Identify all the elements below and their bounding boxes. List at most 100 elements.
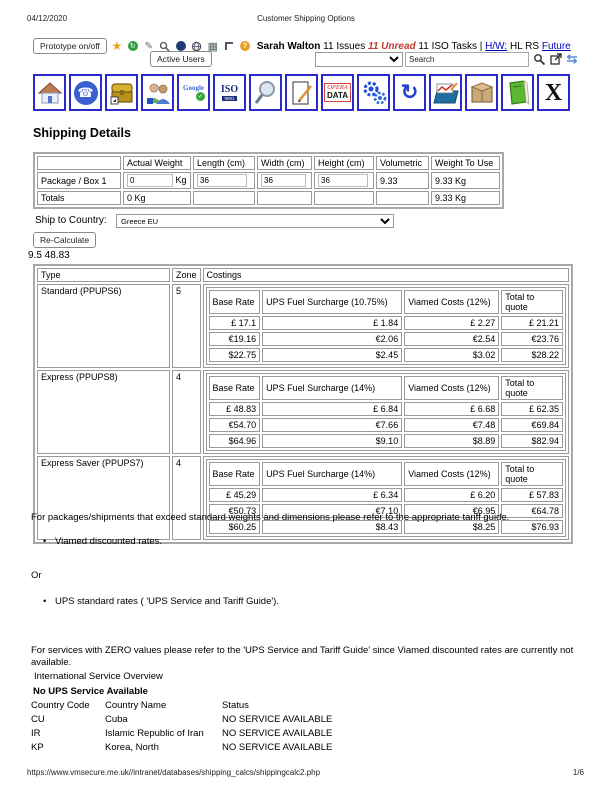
height-input[interactable]	[318, 174, 368, 187]
col-fuel-surcharge: UPS Fuel Surcharge (14%)	[262, 376, 403, 400]
external-link-icon[interactable]	[549, 52, 563, 66]
col-actual-weight: Actual Weight	[123, 156, 191, 170]
no-ups-service-title: No UPS Service Available	[33, 686, 148, 697]
quick-nav-select[interactable]	[315, 52, 403, 67]
cost-cell: $28.22	[501, 348, 563, 362]
col-length: Length (cm)	[193, 156, 255, 170]
cost-cell: $76.93	[501, 520, 563, 534]
search-mini-icon[interactable]	[159, 40, 171, 52]
gbp-row: £ 48.83 £ 6.84 £ 6.68 £ 62.35	[208, 402, 563, 416]
home-icon	[37, 81, 62, 103]
active-users-button[interactable]: Active Users	[150, 51, 212, 67]
country-row: CU Cuba NO SERVICE AVAILABLE	[31, 713, 402, 727]
costings-table: Type Zone Costings Standard (PPUPS6) 5 B…	[33, 264, 573, 544]
search-go-icon[interactable]	[532, 52, 546, 66]
cost-cell: €54.70	[208, 418, 261, 432]
settings-button[interactable]	[357, 74, 390, 111]
shipping-details-heading: Shipping Details	[33, 126, 131, 140]
globe-icon[interactable]	[191, 40, 203, 52]
eur-row: €50.73 €7.10 €6.95 €64.78	[208, 504, 563, 518]
international-service-overview-title: International Service Overview	[34, 671, 163, 682]
col-type: Type	[37, 268, 170, 282]
phone-button[interactable]: ☎	[69, 74, 102, 111]
calendar-icon[interactable]: ▦	[207, 40, 219, 53]
iso-button[interactable]: ISO 9001	[213, 74, 246, 111]
service-row-standard: Standard (PPUPS6) 5 Base Rate UPS Fuel S…	[37, 284, 569, 368]
google-button[interactable]: Google ✓	[177, 74, 210, 111]
actual-weight-input[interactable]	[127, 174, 173, 187]
cost-cell: €50.73	[208, 504, 261, 518]
help-icon[interactable]: ?	[239, 41, 250, 51]
search-input[interactable]	[405, 52, 529, 67]
country-header-row: Country Code Country Name Status	[31, 699, 402, 713]
prototype-toggle-button[interactable]: Prototype on/off	[33, 38, 107, 54]
home-button[interactable]	[33, 74, 66, 111]
cost-cell: €64.78	[501, 504, 563, 518]
package-button[interactable]	[465, 74, 498, 111]
inner-header-row: Base Rate UPS Fuel Surcharge (10.75%) Vi…	[208, 290, 563, 314]
cost-cell: £ 62.35	[501, 402, 563, 416]
totals-width	[257, 191, 312, 205]
opera-data-button[interactable]: OPERA DATA	[321, 74, 354, 111]
archive-button[interactable]	[105, 74, 138, 111]
cost-cell: €2.54	[404, 332, 500, 346]
col-viamed-costs: Viamed Costs (12%)	[404, 462, 500, 486]
cost-cell: €7.66	[262, 418, 403, 432]
search-tool-button[interactable]	[249, 74, 282, 111]
refresh-button[interactable]: ↻	[393, 74, 426, 111]
col-base-rate: Base Rate	[208, 462, 261, 486]
dark-orb-icon[interactable]	[175, 41, 186, 51]
costings-inner-table: Base Rate UPS Fuel Surcharge (10.75%) Vi…	[205, 287, 566, 365]
main-icon-toolbar: ☎ Google ✓ ISO 9001 OPERA DATA	[33, 74, 570, 111]
star-icon[interactable]: ★	[111, 39, 123, 53]
close-button[interactable]: X	[537, 74, 570, 111]
recalculate-button[interactable]: Re-Calculate	[33, 232, 97, 248]
inner-header-row: Base Rate UPS Fuel Surcharge (14%) Viame…	[208, 376, 563, 400]
google-logo: Google	[183, 83, 204, 92]
cost-cell: $3.02	[404, 348, 500, 362]
cost-cell: £ 17.1	[208, 316, 261, 330]
cost-cell: £ 6.68	[404, 402, 500, 416]
ship-to-country-select[interactable]: Greece EU	[116, 214, 394, 228]
cost-cell: £ 48.83	[208, 402, 261, 416]
hw-link[interactable]: H/W:	[485, 40, 508, 52]
cost-cell: $2.45	[262, 348, 403, 362]
country-service-table: Country Code Country Name Status CU Cuba…	[31, 699, 402, 755]
ruler-corner-icon[interactable]	[224, 42, 233, 50]
dart-pencil-icon[interactable]: ✎	[144, 40, 154, 52]
cost-cell: $9.10	[262, 434, 403, 448]
google-check-icon: ✓	[196, 91, 205, 101]
service-row-express-saver: Express Saver (PPUPS7) 4 Base Rate UPS F…	[37, 456, 569, 540]
cost-cell: €69.84	[501, 418, 563, 432]
user-name: Sarah Walton	[256, 40, 321, 52]
cost-cell: €2.06	[262, 332, 403, 346]
charts-button[interactable]	[429, 74, 462, 111]
gbp-row: £ 45.29 £ 6.34 £ 6.20 £ 57.83	[208, 488, 563, 502]
cost-cell: €23.76	[501, 332, 563, 346]
unread-count[interactable]: 11 Unread	[368, 40, 416, 52]
service-type: Standard (PPUPS6)	[37, 284, 170, 368]
book-button[interactable]	[501, 74, 534, 111]
hl-rs-text: HL RS	[509, 40, 540, 52]
users-button[interactable]	[141, 74, 174, 111]
user-status-line: Sarah Walton 11 Issues 11 Unread 11 ISO …	[257, 41, 571, 52]
length-input[interactable]	[197, 174, 247, 187]
cost-cell: £ 6.34	[262, 488, 403, 502]
country-row: IR Islamic Republic of Iran NO SERVICE A…	[31, 727, 402, 741]
bullet-ups-rates: • UPS standard rates ( 'UPS Service and T…	[43, 596, 279, 607]
translate-arrows-icon[interactable]: ⇆	[566, 51, 578, 66]
future-link[interactable]: Future	[541, 40, 571, 52]
cost-cell: $8.25	[404, 520, 500, 534]
col-weight-to-use: Weight To Use	[431, 156, 500, 170]
package-label: Package / Box 1	[37, 172, 121, 189]
country-name: Cuba	[105, 714, 128, 725]
width-input[interactable]	[261, 174, 306, 187]
service-zone: 4	[172, 456, 201, 540]
service-row-express: Express (PPUPS8) 4 Base Rate UPS Fuel Su…	[37, 370, 569, 454]
costings-header-row: Type Zone Costings	[37, 268, 569, 282]
col-fuel-surcharge: UPS Fuel Surcharge (10.75%)	[262, 290, 403, 314]
issues-count: 11 Issues	[323, 40, 366, 52]
volumetric-value: 9.33	[376, 172, 429, 189]
recycle-icon[interactable]: ↻	[127, 41, 138, 51]
edit-document-button[interactable]	[285, 74, 318, 111]
